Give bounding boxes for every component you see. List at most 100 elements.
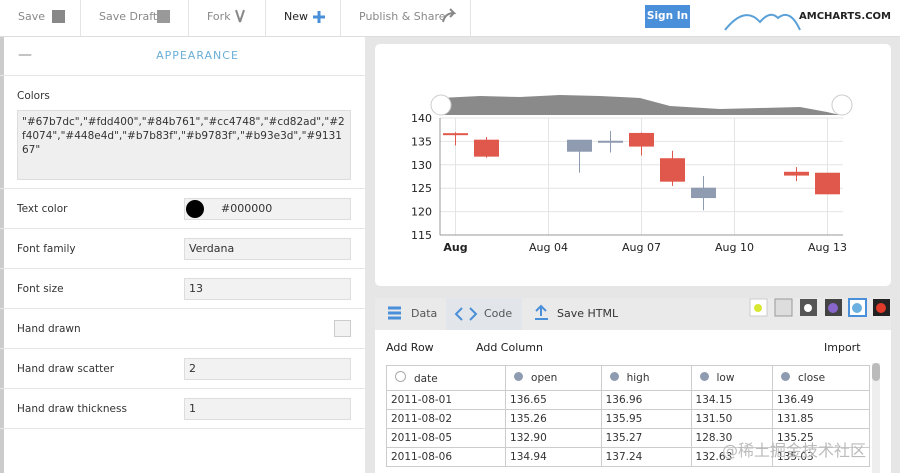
cell: 132.63	[690, 447, 774, 467]
setting-label: Font family	[17, 243, 76, 255]
fork-button[interactable]: Fork	[189, 0, 266, 36]
sign-in-button[interactable]: Sign In	[645, 5, 690, 28]
colors-textarea[interactable]: "#67b7dc","#fdd400","#84b761","#cc4748",…	[17, 110, 351, 180]
x-tick-label: Aug 07	[622, 241, 661, 254]
x-tick-label: Aug 10	[715, 241, 754, 254]
cell: 134.94	[505, 447, 602, 467]
save-html-icon	[535, 304, 548, 320]
label: Save	[18, 10, 46, 23]
cell: 137.24	[600, 447, 692, 467]
import[interactable]: Import	[824, 341, 861, 354]
cell: 134.15	[690, 390, 774, 410]
theme-dot	[754, 304, 762, 312]
column-name: date	[414, 373, 438, 385]
scatter-input[interactable]: 2	[184, 358, 351, 380]
save-html-tab[interactable]: Save HTML	[557, 307, 619, 320]
separator	[0, 228, 365, 229]
scroll-grip[interactable]	[430, 94, 452, 116]
header-row: date open high low close	[385, 365, 870, 391]
collapse-icon[interactable]: —	[18, 47, 32, 63]
candle-body	[567, 139, 592, 152]
cell: 135.03	[772, 447, 870, 467]
logo-mountains	[724, 13, 801, 31]
separator	[0, 75, 365, 76]
column-icon	[699, 372, 709, 381]
separator	[0, 308, 365, 309]
y-tick-label: 130	[411, 159, 432, 172]
panel-edge	[0, 37, 4, 473]
column-icon	[609, 372, 619, 381]
code-tab[interactable]: Code	[484, 307, 513, 320]
save-icon	[52, 10, 65, 23]
font-size-input[interactable]: 13	[184, 278, 351, 300]
candle-body	[474, 139, 499, 157]
label: Save Draft	[99, 10, 158, 23]
separator	[0, 188, 365, 189]
candle-body	[815, 172, 840, 195]
chart: 115 120 125 130 135 140 Aug Aug 04 Aug 07 Aug 10 A…	[411, 94, 853, 254]
cell: 2011-08-01	[385, 390, 507, 410]
column-name: close	[798, 372, 826, 384]
logo-text: AMCHARTS.COM	[799, 11, 892, 22]
column-icon	[781, 372, 790, 381]
column-header: date	[385, 365, 507, 391]
label: New	[284, 10, 308, 23]
column-header: close	[772, 365, 870, 391]
separator	[0, 348, 365, 349]
setting-label: Text color	[17, 203, 68, 215]
plus-icon	[313, 11, 325, 23]
scrollbar-area	[440, 95, 840, 115]
y-tick-label: 140	[411, 112, 432, 125]
code-tab-bg	[446, 298, 522, 330]
font-family-input[interactable]: Verdana	[184, 238, 351, 260]
theme[interactable]	[774, 298, 793, 317]
cell: 132.90	[505, 428, 602, 448]
add-column[interactable]: Add Column	[476, 341, 543, 354]
label: Sign In	[646, 10, 689, 22]
tab-icons	[388, 298, 890, 355]
data-icon	[388, 306, 401, 320]
cell: 2011-08-05	[385, 428, 507, 448]
setting-label: Hand draw thickness	[17, 403, 127, 415]
separator	[0, 268, 365, 269]
cell: 135.95	[600, 409, 692, 429]
setting-label: Colors	[17, 90, 50, 102]
hand-drawn-checkbox[interactable]	[334, 320, 351, 337]
draft-icon	[157, 10, 170, 23]
scrollbar[interactable]	[872, 363, 880, 473]
column-header: open	[505, 365, 602, 391]
data-table: date open high low close 2011-08-01 136.65 136.…	[385, 365, 870, 467]
save-button[interactable]: Save	[0, 0, 81, 36]
save-draft-button[interactable]: Save Draft	[81, 0, 189, 36]
color-swatch[interactable]	[186, 200, 204, 218]
candle-body	[598, 140, 623, 143]
cell: 131.50	[690, 409, 774, 429]
data-tab[interactable]: Data	[411, 307, 438, 320]
cell: 135.26	[505, 409, 602, 429]
setting-label: Hand draw scatter	[17, 363, 115, 375]
add-row[interactable]: Add Row	[386, 341, 434, 354]
scroll-grip[interactable]	[831, 94, 853, 116]
candle-body	[784, 171, 809, 176]
y-tick-label: 115	[411, 229, 432, 242]
candle-body	[691, 187, 716, 199]
setting-label: Hand drawn	[17, 323, 81, 335]
candle-body	[629, 132, 654, 147]
x-tick-label: Aug 04	[529, 241, 568, 254]
thickness-input[interactable]: 1	[184, 398, 351, 420]
cell: 136.65	[505, 390, 602, 410]
appearance-panel: — APPEARANCE Colors "#67b7dc","#fdd400",…	[0, 37, 365, 473]
publish-button[interactable]: Publish & Share	[341, 0, 471, 36]
toolbar: Save Save Draft Fork New Publish & Share…	[0, 0, 900, 37]
text-color-input[interactable]: #000000	[184, 198, 351, 220]
new-button[interactable]: New	[266, 0, 341, 36]
column-name: low	[716, 372, 735, 384]
cell: 131.85	[772, 409, 870, 429]
data-row: 2011-08-05 132.90 135.27 128.30 135.25	[385, 428, 870, 448]
cell: 136.96	[600, 390, 692, 410]
code-icon	[454, 307, 478, 321]
y-tick-label: 120	[411, 206, 432, 219]
column-icon	[514, 372, 524, 381]
y-tick-label: 125	[411, 182, 432, 195]
